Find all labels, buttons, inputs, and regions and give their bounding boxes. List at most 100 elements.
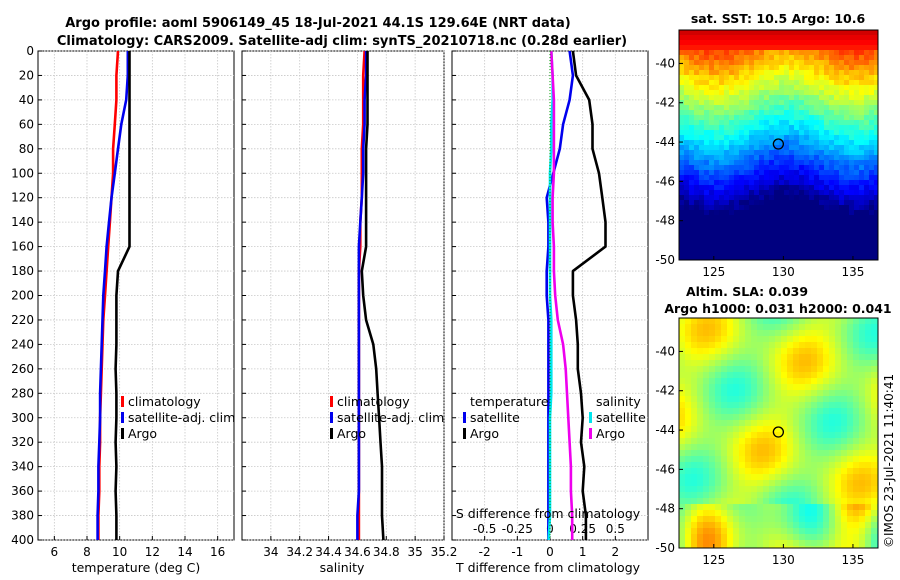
- heatmap-cell: [847, 336, 854, 343]
- heatmap-cell: [749, 135, 755, 141]
- heatmap-cell: [689, 245, 695, 251]
- heatmap-cell: [709, 414, 716, 421]
- heatmap-cell: [754, 195, 760, 201]
- heatmap-cell: [684, 30, 690, 36]
- heatmap-cell: [751, 456, 758, 463]
- heatmap-cell: [841, 324, 848, 331]
- heatmap-cell: [774, 230, 780, 236]
- heatmap-cell: [841, 474, 848, 481]
- heatmap-cell: [823, 378, 830, 385]
- heatmap-cell: [689, 255, 695, 260]
- heatmap-cell: [704, 250, 710, 256]
- heatmap-cell: [749, 190, 755, 196]
- heatmap-cell: [769, 546, 776, 548]
- heatmap-cell: [779, 200, 785, 206]
- heatmap-cell: [739, 540, 746, 547]
- heatmap-cell: [793, 444, 800, 451]
- heatmap-cell: [854, 180, 860, 186]
- heatmap-cell: [841, 336, 848, 343]
- heatmap-cell: [754, 130, 760, 136]
- heatmap-cell: [819, 225, 825, 231]
- heatmap-cell: [865, 516, 872, 523]
- salinity-xlabel: salinity: [320, 560, 365, 575]
- heatmap-cell: [744, 165, 750, 171]
- y-tick-label: 320: [11, 435, 34, 449]
- heatmap-cell: [864, 180, 870, 186]
- heatmap-cell: [763, 432, 770, 439]
- heatmap-cell: [703, 372, 710, 379]
- heatmap-cell: [824, 55, 830, 61]
- heatmap-cell: [734, 65, 740, 71]
- heatmap-cell: [787, 348, 794, 355]
- heatmap-cell: [829, 115, 835, 121]
- heatmap-cell: [784, 190, 790, 196]
- heatmap-cell: [719, 210, 725, 216]
- heatmap-cell: [697, 330, 704, 337]
- heatmap-cell: [799, 360, 806, 367]
- heatmap-cell: [853, 384, 860, 391]
- heatmap-cell: [874, 125, 878, 131]
- heatmap-cell: [744, 50, 750, 56]
- heatmap-cell: [869, 110, 875, 116]
- heatmap-cell: [814, 170, 820, 176]
- s-tick-label: -0.25: [502, 522, 533, 536]
- heatmap-cell: [775, 330, 782, 337]
- heatmap-cell: [799, 155, 805, 161]
- heatmap-cell: [789, 150, 795, 156]
- heatmap-cell: [719, 165, 725, 171]
- heatmap-cell: [763, 342, 770, 349]
- heatmap-cell: [689, 110, 695, 116]
- heatmap-cell: [694, 205, 700, 211]
- heatmap-cell: [847, 324, 854, 331]
- heatmap-cell: [759, 110, 765, 116]
- heatmap-cell: [849, 30, 855, 36]
- heatmap-cell: [754, 205, 760, 211]
- heatmap-cell: [849, 110, 855, 116]
- heatmap-cell: [769, 402, 776, 409]
- heatmap-cell: [834, 175, 840, 181]
- heatmap-cell: [769, 30, 775, 36]
- heatmap-cell: [793, 420, 800, 427]
- heatmap-cell: [703, 348, 710, 355]
- heatmap-cell: [684, 50, 690, 56]
- heatmap-cell: [739, 90, 745, 96]
- x-tick-label: 130: [772, 553, 795, 567]
- heatmap-cell: [769, 336, 776, 343]
- heatmap-cell: [697, 546, 704, 548]
- heatmap-cell: [724, 65, 730, 71]
- heatmap-cell: [853, 414, 860, 421]
- heatmap-cell: [684, 75, 690, 81]
- heatmap-cell: [779, 115, 785, 121]
- heatmap-cell: [784, 65, 790, 71]
- heatmap-cell: [844, 235, 850, 241]
- heatmap-cell: [759, 235, 765, 241]
- heatmap-cell: [859, 225, 865, 231]
- heatmap-cell: [759, 120, 765, 126]
- heatmap-cell: [769, 504, 776, 511]
- heatmap-cell: [871, 516, 878, 523]
- heatmap-cell: [804, 130, 810, 136]
- heatmap-cell: [853, 462, 860, 469]
- heatmap-cell: [834, 205, 840, 211]
- heatmap-cell: [749, 185, 755, 191]
- heatmap-cell: [689, 220, 695, 226]
- heatmap-cell: [764, 245, 770, 251]
- heatmap-cell: [869, 225, 875, 231]
- heatmap-cell: [839, 185, 845, 191]
- heatmap-cell: [874, 75, 878, 81]
- heatmap-cell: [724, 35, 730, 41]
- heatmap-cell: [679, 130, 685, 136]
- x-tick-label: 125: [702, 265, 725, 279]
- heatmap-cell: [739, 220, 745, 226]
- heatmap-cell: [691, 342, 698, 349]
- heatmap-cell: [745, 492, 752, 499]
- heatmap-cell: [709, 235, 715, 241]
- heatmap-cell: [721, 348, 728, 355]
- heatmap-cell: [817, 474, 824, 481]
- heatmap-cell: [859, 534, 866, 541]
- heatmap-cell: [865, 396, 872, 403]
- y-tick-label: 40: [19, 93, 34, 107]
- heatmap-cell: [871, 510, 878, 517]
- heatmap-cell: [834, 85, 840, 91]
- heatmap-cell: [679, 408, 686, 415]
